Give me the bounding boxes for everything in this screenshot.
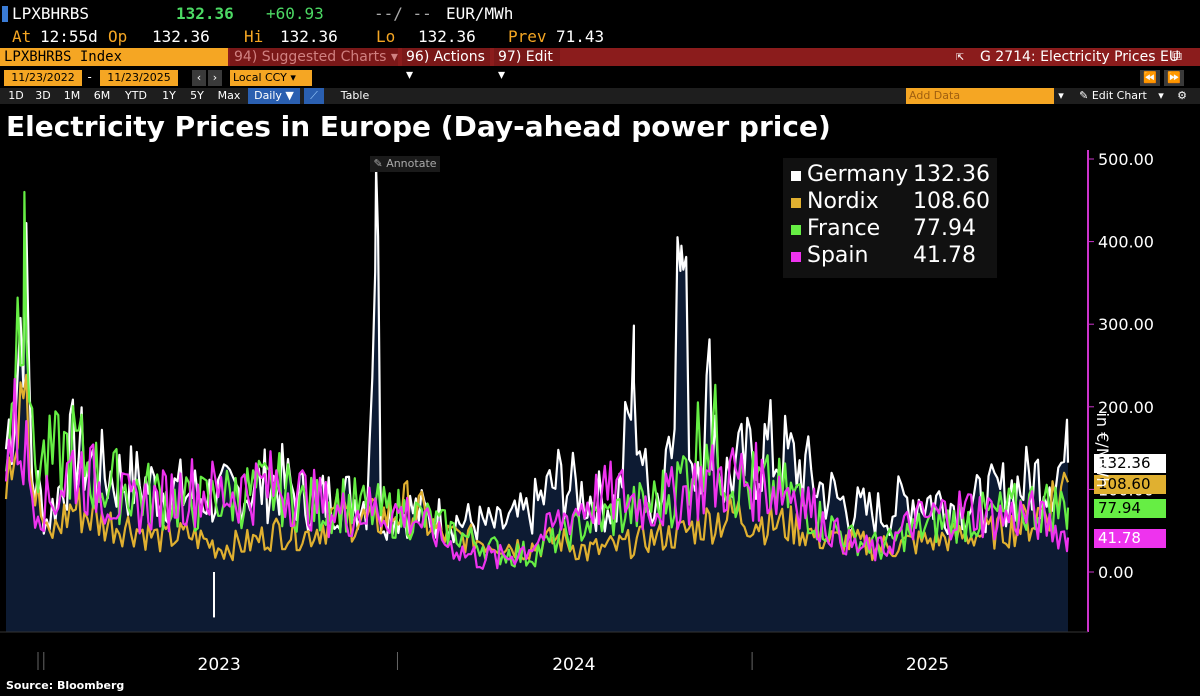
period-bar: 1D 3D 1M 6M YTD 1Y 5Y Max Daily ▼ ⟋ Table Add D… [0,88,1200,104]
table-label: Table [340,89,370,102]
period-button-ytd[interactable]: YTD [118,88,154,104]
high-value: 132.36 [280,27,338,46]
frequency-select[interactable]: Daily ▼ [248,88,300,104]
edit-label: 97) Edit ▾ [498,49,553,83]
at-time: 12:55d [40,27,98,46]
edit-chart-button[interactable]: ✎ Edit Chart [1076,88,1150,104]
period-button-5y[interactable]: 5Y [184,88,210,104]
fast-forward-button[interactable]: ⏩ [1164,70,1184,86]
price-change: +60.93 [266,4,324,23]
edit-menu[interactable]: 97) Edit ▾ [494,48,560,83]
legend-swatch [791,198,801,208]
security-field[interactable]: LPXBHRBS Index [0,48,228,66]
legend-value: 132.36 [913,162,990,187]
last-value-tag-nordix: 108.60 [1094,475,1166,494]
last-value-tag-germany: 132.36 [1094,454,1166,473]
x-tick-label: 2023 [198,655,241,675]
dropdown-arrow-icon[interactable]: ▾ [1054,88,1068,104]
date-to-input[interactable]: 11/23/2025 [100,70,178,86]
y-axis-label: in €/MWh [1093,412,1112,488]
legend-name: Germany [807,162,909,187]
prev-period-button[interactable]: ‹ [192,70,206,86]
ticker-marker-icon [2,6,8,22]
y-tick-label: 300.00 [1098,315,1154,334]
high-label: Hi [244,27,264,46]
date-from-input[interactable]: 11/23/2022 [4,70,82,86]
prev-label: Prev [508,27,547,46]
add-data-placeholder: Add Data [909,89,961,102]
period-button-3d[interactable]: 3D [30,88,56,104]
frequency-value: Daily ▼ [254,89,294,102]
chart-id: G 2714: Electricity Prices EU [980,49,1180,65]
fast-back-button[interactable]: ⏪ [1140,70,1160,86]
period-button-6m[interactable]: 6M [88,88,116,104]
at-label: At [12,27,32,46]
open-label: Op [108,27,128,46]
last-price: 132.36 [176,4,234,23]
legend-name: Spain [807,243,869,268]
quote-stats: At 12:55d Op 132.36 Hi 132.36 Lo 132.36 … [0,27,1200,47]
prev-value: 71.43 [556,27,605,46]
date-to-value: 11/23/2025 [107,71,171,84]
change-percent: --/ -- [374,4,432,23]
period-button-1y[interactable]: 1Y [156,88,182,104]
edit-chart-label: Edit Chart [1091,89,1147,102]
suggested-charts-menu[interactable]: 94) Suggested Charts ▾ [230,48,398,66]
window-icon[interactable]: ⧉ [1172,48,1182,64]
add-data-input[interactable]: Add Data [906,88,1054,104]
germany-area-fill [6,167,1068,633]
low-label: Lo [376,27,396,46]
date-separator: - [86,70,94,84]
period-button-1m[interactable]: 1M [58,88,86,104]
quote-header: LPXBHRBS 132.36 +60.93 --/ -- EUR/MWh [0,4,1200,24]
period-button-1d[interactable]: 1D [4,88,28,104]
legend-name: Nordix [807,189,879,214]
line-chart: 500.00400.00300.00200.00100.000.00202320… [0,142,1200,682]
next-period-button[interactable]: › [208,70,222,86]
legend-value: 108.60 [913,189,990,214]
legend-swatch [791,252,801,262]
legend-value: 77.94 [913,216,976,241]
date-from-value: 11/23/2022 [11,71,75,84]
price-unit: EUR/MWh [446,4,514,23]
command-bar: LPXBHRBS Index 94) Suggested Charts ▾ 96… [0,48,1200,83]
table-button[interactable]: Table [334,88,376,104]
annotate-button[interactable]: ✎ Annotate [370,156,440,172]
last-value-tag-spain: 41.78 [1094,529,1166,548]
period-button-max[interactable]: Max [212,88,246,104]
legend-swatch [791,225,801,235]
currency-value: Local CCY [233,71,287,84]
low-value: 132.36 [418,27,476,46]
chart-type-button[interactable]: ⟋ [304,88,324,104]
date-bar: 11/23/2022 - 11/23/2025 ‹ › Local CCY ▾ … [0,70,1200,86]
options-dropdown-icon[interactable]: ▾ [1154,88,1168,104]
ticker-symbol: LPXBHRBS [12,4,90,23]
chart-legend: Germany 132.36 Nordix 108.60 France 77.94 Spai… [783,158,997,278]
annotate-label: Annotate [386,157,437,170]
y-tick-label: 500.00 [1098,150,1154,169]
series-line-spain [4,377,1070,570]
source-note: Source: Bloomberg [6,679,125,692]
last-value-tag-france: 77.94 [1094,499,1166,518]
x-tick-label: 2025 [906,655,949,675]
actions-label: 96) Actions ▾ [406,49,485,83]
x-axis-band [0,632,1200,682]
legend-name: France [807,216,881,241]
y-tick-label: 0.00 [1098,563,1134,582]
suggested-charts-label: 94) Suggested Charts ▾ [234,49,398,65]
security-name: LPXBHRBS Index [4,49,123,65]
export-icon[interactable]: ⇱ [956,49,964,64]
x-tick-label: 2024 [552,655,595,675]
chart-title: Electricity Prices in Europe (Day-ahead … [6,110,831,143]
legend-value: 41.78 [913,243,976,268]
y-tick-label: 200.00 [1098,398,1154,417]
actions-menu[interactable]: 96) Actions ▾ [402,48,490,83]
settings-icon[interactable]: ⚙ [1172,88,1192,104]
currency-select[interactable]: Local CCY ▾ [230,70,312,86]
open-value: 132.36 [152,27,210,46]
y-tick-label: 400.00 [1098,233,1154,252]
legend-swatch [791,171,801,181]
